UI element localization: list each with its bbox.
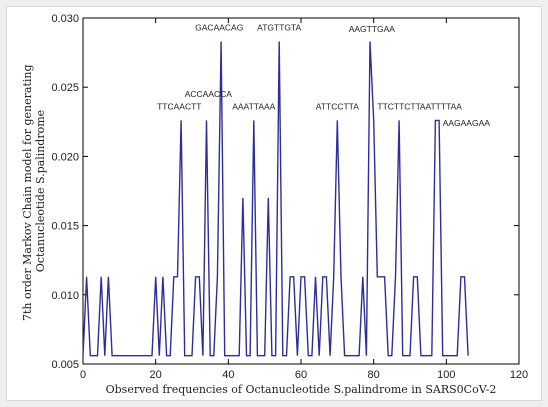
figure-frame: 0 20 40 60 80 100 120 0.005 0.010 0.015 0.020 0.025… [6,6,542,401]
y-tick-label: 0.025 [51,82,79,94]
series-line [82,41,469,357]
annotation-label: TTCAACTT [157,101,201,111]
y-axis-label: 7th order Markov Chain model for generat… [21,61,47,321]
x-tick-label: 40 [222,369,234,381]
annotation-label: ATGTTGTA [257,22,301,32]
y-tick-label: 0.020 [51,151,79,163]
chart: 0 20 40 60 80 100 120 0.005 0.010 0.015 0.020 0.025… [21,13,528,396]
annotation-label: ATTCCTTA [316,101,359,111]
annotation-label: AATTTTAA [420,101,463,111]
x-tick-label: 0 [80,369,86,381]
y-tick-label: 0.015 [51,221,79,233]
y-axis-label-line-1: 7th order Markov Chain model for generat… [21,64,34,321]
annotation-label: TTCTTCTT [377,101,420,111]
annotation-label: AAGAAGAA [443,118,491,128]
y-tick-label: 0.010 [51,290,79,302]
x-tick-label: 100 [437,369,455,381]
x-tick-label: 60 [295,369,307,381]
annotation-label: AAATTAAA [232,101,275,111]
y-tick-label: 0.005 [51,359,79,371]
annotation-label: ACCAACCA [185,89,233,99]
x-tick-label: 80 [368,369,380,381]
x-axis-label: Observed frequencies of Octanucleotide S… [106,383,497,396]
annotation-label: AAGTTGAA [349,24,396,34]
x-tick-label: 20 [150,369,162,381]
y-axis-label-line-2: Octanucleotide S.palindrome [34,110,47,272]
y-tick-label: 0.030 [51,13,79,25]
x-tick-label: 120 [510,369,528,381]
annotation-label: GACAACAG [195,22,243,32]
plot-area [82,17,520,365]
